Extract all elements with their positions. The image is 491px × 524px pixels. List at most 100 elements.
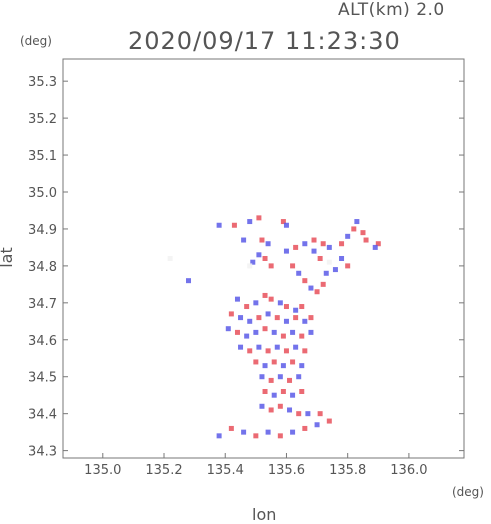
heatmap-cell: [339, 241, 345, 247]
heatmap-cell: [299, 333, 305, 339]
heatmap-cell: [305, 411, 311, 417]
heatmap-cell: [262, 389, 268, 394]
heatmap-cell: [268, 263, 274, 269]
heatmap-cell: [256, 344, 262, 350]
y-tick-label: 34.8: [28, 260, 57, 275]
heatmap-cell: [283, 222, 289, 228]
heatmap-cell: [262, 326, 268, 332]
heatmap-cell: [274, 315, 280, 321]
y-tick-label: 34.7: [28, 297, 57, 312]
heatmap-cell: [296, 270, 302, 276]
heatmap-cell: [290, 359, 296, 365]
heatmap-cell: [256, 215, 262, 221]
heatmap-cell: [277, 300, 283, 306]
heatmap-cell: [244, 333, 250, 339]
heatmap-cell: [216, 433, 222, 439]
heatmap-cell: [277, 374, 283, 380]
heatmap-cell: [265, 348, 271, 354]
heatmap-cell: [314, 289, 320, 295]
heatmap-cell: [311, 237, 317, 243]
heatmap-cell: [262, 292, 268, 298]
x-tick-label: 135.0: [84, 463, 121, 478]
heatmap-cell: [302, 241, 308, 247]
heatmap-cell: [268, 377, 274, 383]
x-tick-label: 135.2: [145, 463, 182, 478]
heatmap-cell: [244, 304, 250, 310]
heatmap-cell: [293, 315, 299, 321]
heatmap-cell: [262, 363, 268, 369]
heatmap-cell: [167, 256, 173, 261]
heatmap-cell: [231, 222, 237, 228]
heatmap-cell: [238, 344, 244, 350]
heatmap-cell: [265, 311, 271, 317]
heatmap-cell: [250, 259, 256, 265]
heatmap-cell: [283, 318, 289, 324]
heatmap-cell: [290, 392, 296, 398]
heatmap-cell: [280, 363, 286, 369]
heatmap-cell: [268, 296, 274, 302]
y-tick-label: 35.3: [28, 75, 57, 90]
heatmap-cell: [247, 348, 253, 354]
heatmap-cell: [332, 267, 338, 273]
heatmap-cell: [296, 411, 302, 417]
x-tick-label: 135.6: [268, 463, 305, 478]
heatmap-cell: [354, 219, 360, 225]
heatmap-cell: [280, 389, 286, 394]
y-tick-label: 34.9: [28, 223, 57, 238]
heatmap-cell: [375, 241, 381, 247]
heatmap-cell: [271, 329, 277, 335]
heatmap-cell: [351, 226, 357, 232]
heatmap-cell: [302, 425, 308, 431]
heatmap-cell: [256, 315, 262, 321]
y-tick-label: 35.1: [28, 149, 57, 164]
heatmap-cell: [372, 244, 378, 250]
y-tick-label: 35.2: [28, 112, 57, 127]
heatmap-cell: [268, 407, 274, 413]
heatmap-cell: [262, 256, 268, 261]
x-tick-label: 136.0: [390, 463, 427, 478]
heatmap-cell: [326, 244, 332, 250]
y-tick-label: 34.5: [28, 371, 57, 386]
heatmap-cell: [293, 244, 299, 250]
heatmap-cell: [280, 333, 286, 339]
y-unit-label: (deg): [20, 34, 52, 48]
heatmap-cell: [320, 241, 326, 247]
heatmap-cell: [302, 348, 308, 354]
heatmap-cell: [234, 296, 240, 302]
heatmap-cell: [259, 237, 265, 243]
heatmap-cell: [253, 300, 259, 306]
y-tick-label: 34.3: [28, 445, 57, 460]
timestamp-title: 2020/09/17 11:23:30: [128, 27, 401, 55]
heatmap-cell: [290, 329, 296, 335]
plot-frame: [62, 58, 465, 459]
heatmap-cell: [311, 248, 317, 254]
heatmap-cell: [317, 256, 323, 261]
heatmap-cell: [228, 311, 234, 317]
heatmap-cell: [345, 263, 351, 269]
heatmap-cell: [241, 429, 247, 435]
heatmap-cell: [253, 433, 259, 439]
heatmap-cell: [256, 252, 262, 258]
heatmap-cell: [283, 304, 289, 310]
heatmap-cell: [299, 389, 305, 394]
heatmap-cell: [253, 359, 259, 365]
heatmap-cell: [326, 259, 332, 265]
heatmap-cell: [283, 348, 289, 354]
heatmap-cell: [345, 233, 351, 239]
heatmap-cell: [247, 318, 253, 324]
heatmap-cell: [277, 433, 283, 439]
heatmap-cell: [302, 318, 308, 324]
x-tick-label: 135.4: [207, 463, 244, 478]
heatmap-cell: [290, 263, 296, 269]
heatmap-cell: [308, 285, 314, 291]
heatmap-cell: [216, 222, 222, 228]
heatmap-cell: [363, 237, 369, 243]
heatmap-cell: [247, 263, 253, 269]
x-unit-label: (deg): [452, 485, 484, 499]
heatmap-cell: [253, 329, 259, 335]
heatmap-cell: [299, 304, 305, 310]
heatmap-cell: [299, 363, 305, 369]
x-axis-label: lon: [252, 505, 277, 524]
heatmap-cell: [290, 429, 296, 435]
